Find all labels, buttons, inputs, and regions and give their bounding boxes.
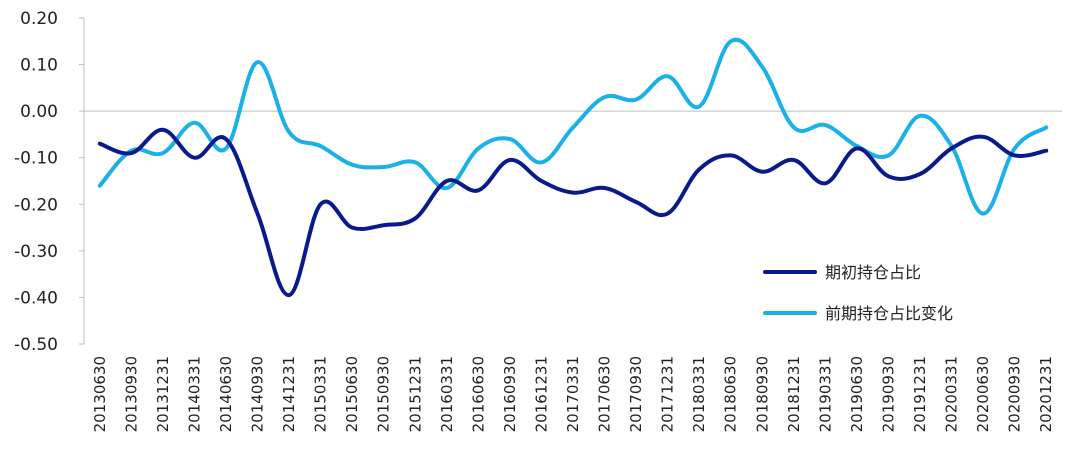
x-tick-label: 20150930 (375, 356, 393, 432)
y-tick-label: -0.10 (14, 149, 58, 169)
x-tick-label: 20150630 (343, 356, 361, 432)
x-tick-label: 20141231 (280, 356, 298, 432)
x-tick-label: 20131231 (154, 356, 172, 432)
x-tick-label: 20190930 (879, 356, 897, 432)
x-tick-label: 20140630 (217, 356, 235, 432)
x-tick-label: 20200930 (1006, 356, 1024, 432)
x-tick-label: 20140331 (185, 356, 203, 432)
y-tick-label: 0.20 (20, 9, 58, 29)
x-tick-label: 20160630 (469, 356, 487, 432)
x-tick-label: 20200331 (943, 356, 961, 432)
x-tick-label: 20161231 (532, 356, 550, 432)
x-tick-label: 20140930 (249, 356, 267, 432)
x-tick-label: 20170930 (627, 356, 645, 432)
x-tick-label: 20130930 (122, 356, 140, 432)
x-tick-label: 20180331 (690, 356, 708, 432)
x-tick-label: 20191231 (911, 356, 929, 432)
series-line-0 (97, 127, 1049, 298)
x-axis: 20130630 20130930 20131231 20140331 20140630… (84, 110, 1062, 432)
y-tick-label: -0.40 (14, 288, 58, 308)
x-tick-label: 20170331 (564, 356, 582, 432)
y-tick-label: 0.00 (20, 102, 58, 122)
y-axis: 0.20 0.10 0.00 -0.10 -0.20 -0.30 -0.40 -0.50 (14, 9, 85, 355)
series-line-1 (97, 37, 1049, 216)
x-tick-label: 20151231 (406, 356, 424, 432)
legend-label-1: 前期持仓占比变化 (825, 304, 953, 323)
x-tick-label: 20170630 (596, 356, 614, 432)
x-tick-label: 20181231 (785, 356, 803, 432)
x-tick-label: 20190630 (848, 356, 866, 432)
x-tick-label: 20130630 (91, 356, 109, 432)
y-tick-label: -0.30 (14, 242, 58, 262)
x-tick-label: 20200630 (974, 356, 992, 432)
y-tick-label: -0.20 (14, 195, 58, 215)
x-tick-label: 20190331 (816, 356, 834, 432)
x-tick-label: 20171231 (659, 356, 677, 432)
x-tick-label: 20160331 (438, 356, 456, 432)
x-tick-label: 20201231 (1037, 356, 1055, 432)
y-tick-label: 0.10 (20, 56, 58, 76)
x-tick-label: 20180630 (722, 356, 740, 432)
x-tick-label: 20150331 (312, 356, 330, 432)
legend-label-0: 期初持仓占比 (825, 263, 921, 282)
series-layer (97, 37, 1049, 298)
y-tick-label: -0.50 (14, 335, 58, 355)
x-tick-label: 20180930 (753, 356, 771, 432)
x-tick-label: 20160930 (501, 356, 519, 432)
